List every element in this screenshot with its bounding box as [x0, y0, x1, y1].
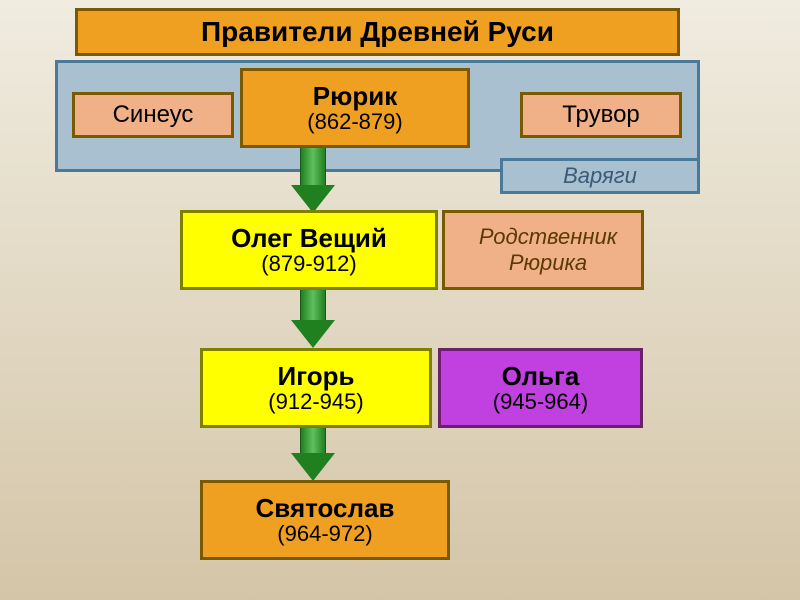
- title-box: Правители Древней Руси: [75, 8, 680, 56]
- arrow-shaft-1: [300, 148, 326, 190]
- olga-box: Ольга (945-964): [438, 348, 643, 428]
- rurik-years: (862-879): [307, 110, 402, 134]
- olga-name: Ольга: [502, 362, 580, 391]
- oleg-box: Олег Вещий (879-912): [180, 210, 438, 290]
- oleg-relation-text: Родственник Рюрика: [445, 224, 641, 276]
- igor-box: Игорь (912-945): [200, 348, 432, 428]
- arrow-head-3: [291, 453, 335, 481]
- svyatoslav-years: (964-972): [277, 522, 372, 546]
- oleg-name: Олег Вещий: [231, 224, 387, 253]
- truvor-box: Трувор: [520, 92, 682, 138]
- igor-years: (912-945): [268, 390, 363, 414]
- olga-years: (945-964): [493, 390, 588, 414]
- sineus-name: Синеус: [113, 101, 194, 129]
- varangians-label: Варяги: [500, 158, 700, 194]
- svyatoslav-box: Святослав (964-972): [200, 480, 450, 560]
- sineus-box: Синеус: [72, 92, 234, 138]
- oleg-relation-box: Родственник Рюрика: [442, 210, 644, 290]
- rurik-box: Рюрик (862-879): [240, 68, 470, 148]
- title-text: Правители Древней Руси: [201, 16, 554, 48]
- truvor-name: Трувор: [562, 101, 640, 129]
- igor-name: Игорь: [278, 362, 355, 391]
- svyatoslav-name: Святослав: [256, 494, 395, 523]
- rurik-name: Рюрик: [313, 82, 397, 111]
- arrow-head-1: [291, 185, 335, 213]
- oleg-years: (879-912): [261, 252, 356, 276]
- arrow-head-2: [291, 320, 335, 348]
- varangians-text: Варяги: [563, 163, 637, 189]
